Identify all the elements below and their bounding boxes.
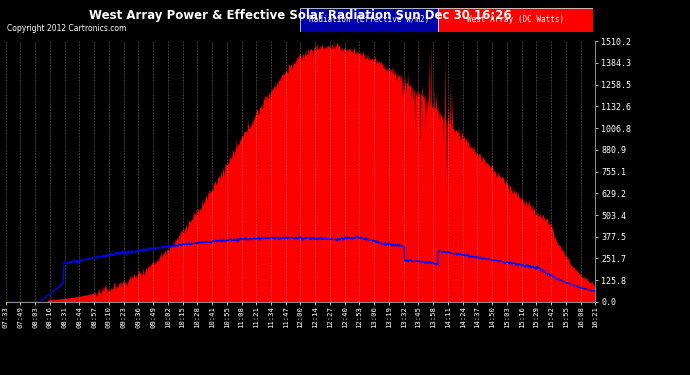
- Bar: [438, 8, 593, 32]
- Text: Radiation (Effective w/m2): Radiation (Effective w/m2): [309, 15, 429, 24]
- Text: West Array (DC Watts): West Array (DC Watts): [467, 15, 564, 24]
- Text: West Array Power & Effective Solar Radiation Sun Dec 30 16:26: West Array Power & Effective Solar Radia…: [89, 9, 511, 22]
- Text: Copyright 2012 Cartronics.com: Copyright 2012 Cartronics.com: [7, 24, 126, 33]
- Bar: [300, 8, 438, 32]
